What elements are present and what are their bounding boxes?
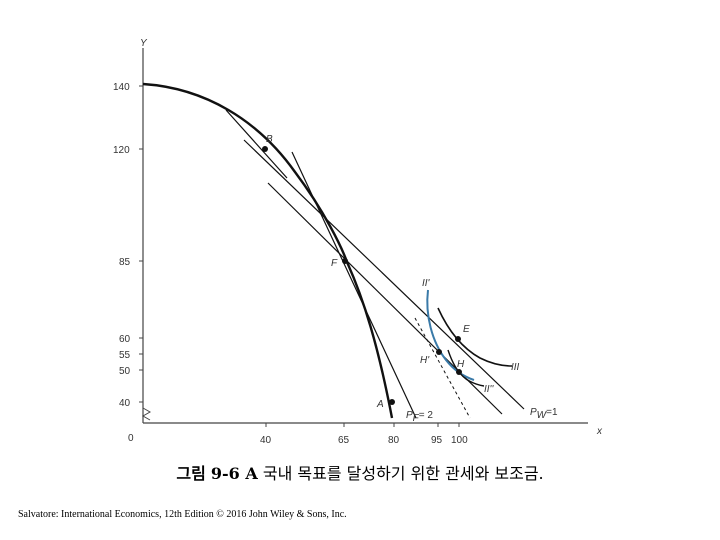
y-tick-55: 55 (119, 350, 131, 361)
y-tick-50: 50 (119, 366, 131, 377)
indifference-curve-ii-double-prime (447, 349, 485, 387)
indifference-curve-iii (437, 307, 513, 367)
x-ticks (265, 423, 460, 427)
figure-caption: 그림 9-6 A 국내 목표를 달성하기 위한 관세와 보조금. (0, 460, 720, 484)
y-axis-label: Y (140, 38, 148, 49)
point-f-dot (342, 258, 348, 264)
tariff-subsidy-diagram: Y x 0 140 120 85 60 55 50 40 40 65 80 95… (113, 38, 603, 446)
y-ticks (139, 85, 143, 403)
pf-price-label: PF= 2 (406, 410, 433, 424)
point-f-label: F (331, 258, 338, 269)
tangent-line-b (225, 109, 288, 179)
point-h-prime-label: H' (420, 355, 430, 366)
curve-ii-prime-label: II' (422, 278, 431, 289)
caption-text: 국내 목표를 달성하기 위한 관세와 보조금. (262, 464, 544, 483)
point-h-prime-dot (436, 349, 442, 355)
point-b-label: B (266, 134, 273, 145)
y-tick-120: 120 (113, 145, 130, 156)
caption-number: 9-6 A (210, 464, 258, 483)
indifference-curve-ii-prime (426, 289, 475, 381)
dashed-price-line (414, 317, 471, 419)
point-a-label: A (376, 399, 384, 410)
point-b-dot (262, 146, 268, 152)
origin-label: 0 (128, 433, 134, 444)
curve-iii-label: III (511, 362, 520, 373)
domestic-price-line-pf (291, 151, 417, 419)
caption-prefix: 그림 (176, 464, 206, 483)
x-axis-label: x (596, 426, 603, 437)
point-e-dot (455, 336, 461, 342)
axis-break-mark (141, 407, 152, 421)
point-h-dot (456, 369, 462, 375)
x-tick-80: 80 (388, 435, 400, 446)
pw-price-label: PW=1 (530, 407, 558, 421)
source-credit: Salvatore: International Economics, 12th… (18, 509, 347, 520)
world-price-line-pw (243, 139, 525, 410)
y-tick-140: 140 (113, 82, 130, 93)
x-tick-40: 40 (260, 435, 272, 446)
point-e-label: E (463, 324, 470, 335)
point-h-label: H (457, 359, 465, 370)
y-tick-85: 85 (119, 257, 131, 268)
point-a-dot (389, 399, 395, 405)
production-frontier-curve (142, 82, 394, 419)
x-tick-95: 95 (431, 435, 443, 446)
y-tick-60: 60 (119, 334, 131, 345)
x-tick-65: 65 (338, 435, 350, 446)
curve-ii-double-prime-label: II'' (484, 384, 494, 395)
y-tick-40: 40 (119, 398, 131, 409)
x-tick-100: 100 (451, 435, 468, 446)
